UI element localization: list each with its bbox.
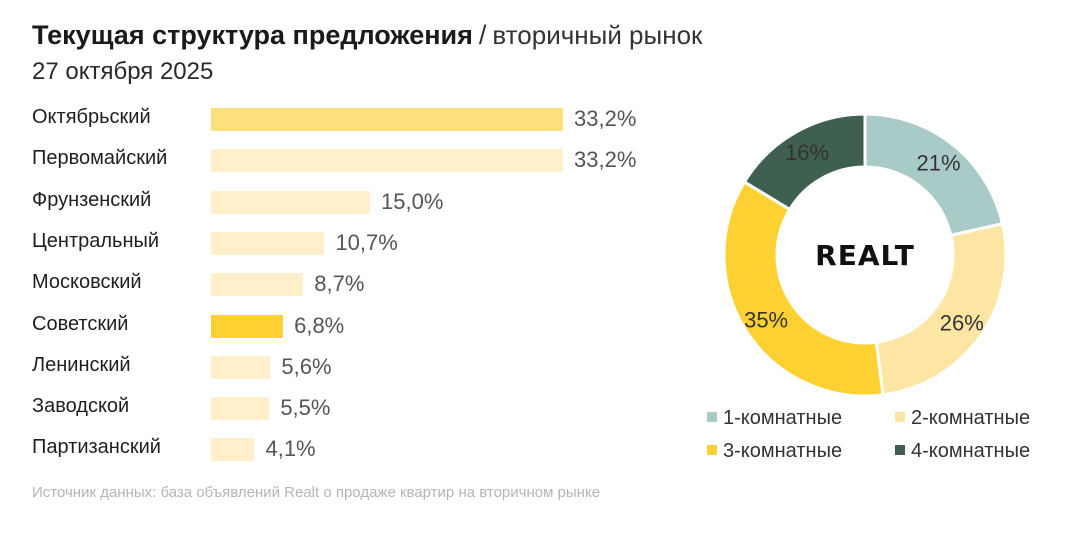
bar bbox=[211, 108, 563, 131]
legend-label: 4-комнатные bbox=[911, 440, 1031, 462]
chart-subtitle: вторичный рынок bbox=[492, 20, 703, 50]
category-label: Фрунзенский bbox=[32, 188, 152, 211]
slice-value-label: 16% bbox=[785, 140, 829, 165]
bar bbox=[211, 314, 284, 338]
bar bbox=[211, 149, 563, 173]
donut-slice bbox=[742, 112, 867, 212]
chart-title: Текущая структура предложения bbox=[32, 20, 473, 50]
slice-value-label: 26% bbox=[940, 311, 984, 336]
value-label: 5,6% bbox=[281, 353, 332, 379]
value-label: 33,2% bbox=[574, 147, 637, 173]
category-label: Центральный bbox=[32, 229, 160, 252]
bar bbox=[211, 397, 270, 421]
value-label: 33,2% bbox=[574, 106, 637, 131]
category-label: Партизанский bbox=[32, 436, 161, 459]
report-date: 27 октября 2025 bbox=[32, 58, 214, 85]
title-separator: / bbox=[478, 20, 487, 50]
donut-slice bbox=[722, 179, 885, 398]
value-label: 4,1% bbox=[265, 436, 316, 462]
category-label: Первомайский bbox=[32, 147, 168, 170]
legend-item-1: 1-комнатные bbox=[707, 406, 842, 430]
legend-swatch bbox=[895, 445, 905, 455]
slice-value-label: 35% bbox=[744, 307, 788, 332]
value-label: 15,0% bbox=[381, 188, 444, 214]
legend-item-3: 3-комнатные bbox=[707, 439, 842, 463]
bar bbox=[211, 273, 304, 297]
bar bbox=[211, 231, 325, 255]
bar bbox=[211, 190, 371, 214]
category-label: Советский bbox=[32, 312, 129, 335]
bar bbox=[211, 355, 271, 379]
realt-logo: REALT bbox=[815, 239, 915, 272]
legend-swatch bbox=[707, 445, 717, 455]
donut-slice bbox=[874, 221, 1008, 397]
value-label: 6,8% bbox=[294, 312, 345, 338]
legend-swatch bbox=[895, 412, 905, 422]
bar bbox=[211, 438, 255, 462]
donut-chart: 21% 26% 35% 16% REALT bbox=[722, 112, 1008, 398]
legend-label: 2-комнатные bbox=[911, 407, 1031, 429]
value-label: 8,7% bbox=[314, 271, 365, 297]
category-label: Заводской bbox=[32, 395, 130, 418]
value-label: 5,5% bbox=[280, 395, 331, 421]
legend-label: 1-комнатные bbox=[723, 407, 843, 429]
category-label: Московский bbox=[32, 271, 142, 294]
value-label: 10,7% bbox=[335, 229, 398, 255]
category-label: Ленинский bbox=[32, 353, 131, 376]
data-source-note: Источник данных: база объявлений Realt о… bbox=[32, 484, 601, 501]
slice-value-label: 21% bbox=[917, 151, 961, 176]
legend-label: 3-комнатные bbox=[723, 440, 843, 462]
bar-chart: Октябрьский 33,2% Первомайский 33,2% Фрунзен… bbox=[32, 106, 637, 462]
title-row: Текущая структура предложения / вторичный … bbox=[32, 20, 702, 51]
category-label: Октябрьский bbox=[32, 106, 151, 128]
legend-item-2: 2-комнатные bbox=[895, 406, 1030, 430]
legend-swatch bbox=[707, 412, 717, 422]
legend-item-4: 4-комнатные bbox=[895, 439, 1030, 463]
